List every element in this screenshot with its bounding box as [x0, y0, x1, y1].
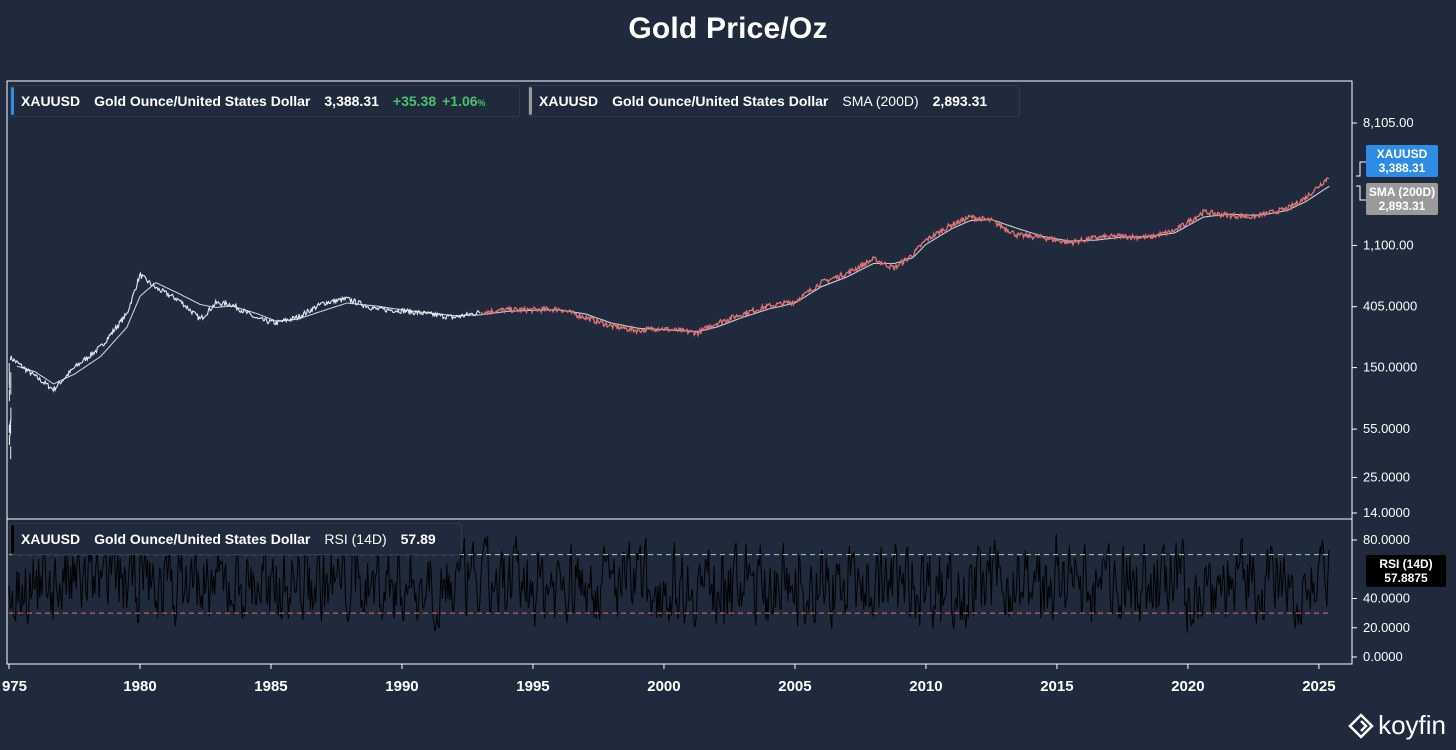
price-y-tick-label: 150.0000	[1363, 360, 1417, 375]
legend-accent	[11, 525, 14, 553]
rsi-value-tag: RSI (14D) 57.8875	[1366, 555, 1446, 587]
rsi-y-tick-label: 20.0000	[1363, 620, 1410, 635]
legend-change: +35.38	[392, 93, 437, 109]
legend-name: Gold Ounce/United States Dollar	[94, 93, 311, 109]
rsi-tag-value: 57.8875	[1384, 571, 1428, 585]
rsi-y-tick-label: 0.0000	[1363, 649, 1403, 664]
x-tick-label: 2010	[909, 678, 942, 695]
legend-rsi[interactable]: XAUUSD Gold Ounce/United States Dollar R…	[10, 523, 462, 555]
sma-tag-label: SMA (200D)	[1368, 185, 1436, 199]
x-tick-label: 1990	[385, 678, 418, 695]
xauusd-tag-label: XAUUSD	[1376, 147, 1428, 161]
price-line-post-1993	[480, 177, 1330, 338]
price-line-pre-1993	[9, 271, 481, 393]
sma-tag-value: 2,893.31	[1378, 199, 1426, 213]
price-early-spikes	[8, 363, 12, 460]
legend-sma[interactable]: XAUUSD Gold Ounce/United States Dollar S…	[528, 85, 1020, 117]
x-tick-label: 2000	[647, 678, 680, 695]
legend-symbol: XAUUSD	[21, 531, 81, 547]
legend-accent	[11, 87, 14, 115]
x-tick-label: 1985	[254, 678, 287, 695]
legend-price: 3,388.31	[324, 93, 379, 109]
x-tick-label: 975	[2, 678, 27, 695]
x-tick-label: 2005	[778, 678, 811, 695]
legend-indicator: SMA (200D)	[842, 93, 919, 109]
rsi-y-tick-label: 40.0000	[1363, 591, 1410, 606]
rsi-line	[8, 534, 1330, 633]
price-y-tick-label: 14.0000	[1363, 505, 1410, 520]
legend-value: 57.89	[400, 531, 436, 547]
price-panel-border	[6, 80, 1353, 520]
page-title: Gold Price/Oz	[628, 12, 828, 45]
sma-200d-line	[16, 185, 1330, 385]
rsi-tag-label: RSI (14D)	[1379, 557, 1433, 571]
axis-layer: 8,105.00 1,100.00 405.0000 150.0000 55.0000 2…	[2, 115, 1417, 695]
x-tick-label: 2020	[1171, 678, 1204, 695]
rsi-y-tick-label: 80.0000	[1363, 532, 1410, 547]
x-tick-label: 2025	[1302, 678, 1335, 695]
legend-indicator: RSI (14D)	[324, 531, 387, 547]
legend-pct-sign: %	[477, 98, 486, 108]
price-y-tick-label: 55.0000	[1363, 421, 1410, 436]
price-y-tick-label: 8,105.00	[1363, 115, 1414, 130]
legend-name: Gold Ounce/United States Dollar	[612, 93, 829, 109]
xauusd-tag-value: 3,388.31	[1378, 161, 1426, 175]
legend-symbol: XAUUSD	[21, 93, 81, 109]
sma-tag-connector	[1356, 185, 1366, 201]
x-tick-label: 2015	[1040, 678, 1073, 695]
koyfin-logo-text: koyfin	[1378, 710, 1446, 740]
legend-change-pct: +1.06%	[442, 93, 485, 109]
price-y-tick-label: 25.0000	[1363, 469, 1410, 484]
legend-change-pct-value: +1.06	[442, 93, 478, 109]
legend-symbol: XAUUSD	[539, 93, 599, 109]
legend-name: Gold Ounce/United States Dollar	[94, 531, 311, 547]
xauusd-price-tag: XAUUSD 3,388.31	[1366, 145, 1438, 177]
koyfin-logo-icon	[1348, 712, 1374, 739]
koyfin-logo: koyfin	[1348, 710, 1446, 741]
x-tick-label: 1995	[516, 678, 549, 695]
legend-accent	[529, 87, 532, 115]
xauusd-tag-connector	[1356, 161, 1366, 177]
legend-xauusd[interactable]: XAUUSD Gold Ounce/United States Dollar 3…	[10, 85, 520, 117]
legend-value: 2,893.31	[932, 93, 988, 109]
sma-price-tag: SMA (200D) 2,893.31	[1366, 183, 1438, 215]
price-y-tick-label: 1,100.00	[1363, 237, 1414, 252]
price-layer	[8, 177, 1330, 460]
price-y-tick-label: 405.0000	[1363, 299, 1417, 314]
x-tick-label: 1980	[123, 678, 156, 695]
rsi-panel-border	[6, 518, 1353, 665]
